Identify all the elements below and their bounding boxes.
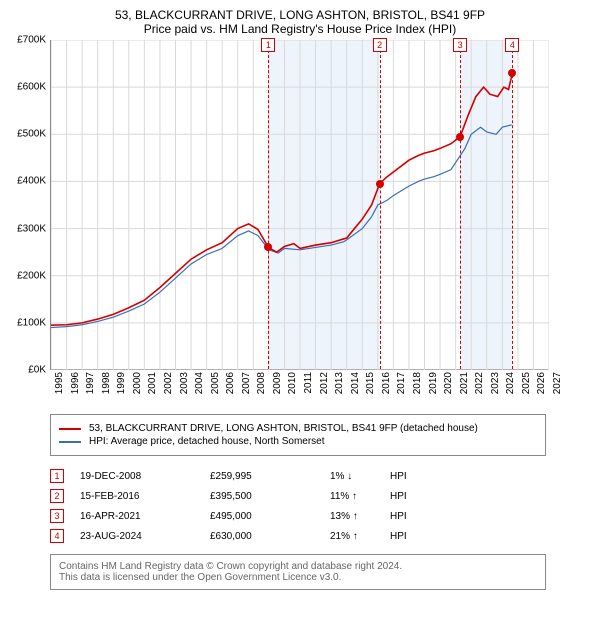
x-axis-label: 2006 xyxy=(225,372,236,394)
x-axis-label: 1998 xyxy=(101,372,112,394)
series-line xyxy=(51,125,512,328)
x-axis-label: 2026 xyxy=(536,372,547,394)
x-axis-label: 1997 xyxy=(85,372,96,394)
event-dot xyxy=(264,243,272,251)
x-axis-label: 2025 xyxy=(521,372,532,394)
x-axis-label: 2010 xyxy=(287,372,298,394)
chart-container: 53, BLACKCURRANT DRIVE, LONG ASHTON, BRI… xyxy=(8,8,592,590)
x-axis-label: 1999 xyxy=(116,372,127,394)
x-axis-label: 2019 xyxy=(428,372,439,394)
footer-line-2: This data is licensed under the Open Gov… xyxy=(59,572,537,583)
event-line xyxy=(460,40,461,369)
x-axis-label: 2001 xyxy=(147,372,158,394)
x-axis-label: 2002 xyxy=(163,372,174,394)
y-axis-label: £200K xyxy=(17,270,46,281)
y-axis-label: £0K xyxy=(28,365,46,376)
y-axis-label: £400K xyxy=(17,176,46,187)
event-date: 19-DEC-2008 xyxy=(80,471,210,482)
event-number-box: 4 xyxy=(50,529,64,543)
event-dot xyxy=(508,69,516,77)
x-axis-label: 2000 xyxy=(132,372,143,394)
event-price: £495,000 xyxy=(210,511,330,522)
footer-attribution: Contains HM Land Registry data © Crown c… xyxy=(50,554,546,590)
x-axis-label: 1995 xyxy=(54,372,65,394)
event-marker-box: 3 xyxy=(453,38,467,52)
event-date: 15-FEB-2016 xyxy=(80,491,210,502)
event-number-box: 1 xyxy=(50,469,64,483)
x-axis-label: 1996 xyxy=(70,372,81,394)
title-address: 53, BLACKCURRANT DRIVE, LONG ASHTON, BRI… xyxy=(8,8,592,22)
event-dot xyxy=(456,133,464,141)
titles: 53, BLACKCURRANT DRIVE, LONG ASHTON, BRI… xyxy=(8,8,592,36)
legend-item: 53, BLACKCURRANT DRIVE, LONG ASHTON, BRI… xyxy=(59,423,537,434)
x-axis-label: 2024 xyxy=(505,372,516,394)
footer-line-1: Contains HM Land Registry data © Crown c… xyxy=(59,561,537,572)
event-ref: HPI xyxy=(390,511,450,522)
x-axis-label: 2004 xyxy=(194,372,205,394)
x-axis-label: 2023 xyxy=(490,372,501,394)
legend-item: HPI: Average price, detached house, Nort… xyxy=(59,436,537,447)
legend: 53, BLACKCURRANT DRIVE, LONG ASHTON, BRI… xyxy=(50,414,546,456)
x-axis-label: 2011 xyxy=(303,372,314,394)
y-axis-label: £600K xyxy=(17,82,46,93)
event-row: 3 16-APR-2021£495,00013% ↑HPI xyxy=(50,506,546,526)
x-axis-label: 2007 xyxy=(241,372,252,394)
legend-swatch xyxy=(59,428,81,430)
x-axis-label: 2014 xyxy=(350,372,361,394)
event-line xyxy=(512,40,513,369)
event-price: £259,995 xyxy=(210,471,330,482)
event-date: 23-AUG-2024 xyxy=(80,531,210,542)
x-axis-label: 2015 xyxy=(365,372,376,394)
event-row: 1 19-DEC-2008£259,9951% ↓HPI xyxy=(50,466,546,486)
x-axis-label: 2017 xyxy=(396,372,407,394)
event-marker-box: 1 xyxy=(261,38,275,52)
x-axis-label: 2005 xyxy=(210,372,221,394)
event-dot xyxy=(376,180,384,188)
title-subtitle: Price paid vs. HM Land Registry's House … xyxy=(8,22,592,36)
event-line xyxy=(380,40,381,369)
event-price: £395,500 xyxy=(210,491,330,502)
legend-swatch xyxy=(59,441,81,443)
x-axis-label: 2016 xyxy=(381,372,392,394)
x-axis-label: 2022 xyxy=(474,372,485,394)
x-axis-label: 2027 xyxy=(552,372,563,394)
event-date: 16-APR-2021 xyxy=(80,511,210,522)
event-ref: HPI xyxy=(390,491,450,502)
event-line xyxy=(268,40,269,369)
x-axis-label: 2021 xyxy=(459,372,470,394)
event-pct: 11% ↑ xyxy=(330,491,390,502)
event-row: 4 23-AUG-2024£630,00021% ↑HPI xyxy=(50,526,546,546)
event-pct: 21% ↑ xyxy=(330,531,390,542)
y-axis-label: £500K xyxy=(17,129,46,140)
y-axis-label: £700K xyxy=(17,35,46,46)
legend-label: HPI: Average price, detached house, Nort… xyxy=(89,436,325,447)
x-axis-label: 2003 xyxy=(179,372,190,394)
x-axis-label: 2018 xyxy=(412,372,423,394)
event-number-box: 2 xyxy=(50,489,64,503)
chart-area: £0K£100K£200K£300K£400K£500K£600K£700K12… xyxy=(8,40,548,370)
x-axis-label: 2008 xyxy=(256,372,267,394)
series-line xyxy=(51,73,512,325)
x-axis-label: 2020 xyxy=(443,372,454,394)
event-number-box: 3 xyxy=(50,509,64,523)
event-ref: HPI xyxy=(390,531,450,542)
x-axis-label: 2013 xyxy=(334,372,345,394)
event-marker-box: 4 xyxy=(505,38,519,52)
legend-label: 53, BLACKCURRANT DRIVE, LONG ASHTON, BRI… xyxy=(89,423,478,434)
event-price: £630,000 xyxy=(210,531,330,542)
event-ref: HPI xyxy=(390,471,450,482)
event-pct: 1% ↓ xyxy=(330,471,390,482)
y-axis-label: £300K xyxy=(17,223,46,234)
event-marker-box: 2 xyxy=(373,38,387,52)
event-pct: 13% ↑ xyxy=(330,511,390,522)
y-axis-label: £100K xyxy=(17,317,46,328)
x-axis-label: 2012 xyxy=(319,372,330,394)
event-row: 2 15-FEB-2016£395,50011% ↑HPI xyxy=(50,486,546,506)
x-axis-label: 2009 xyxy=(272,372,283,394)
events-table: 119-DEC-2008£259,9951% ↓HPI215-FEB-2016£… xyxy=(50,466,546,546)
